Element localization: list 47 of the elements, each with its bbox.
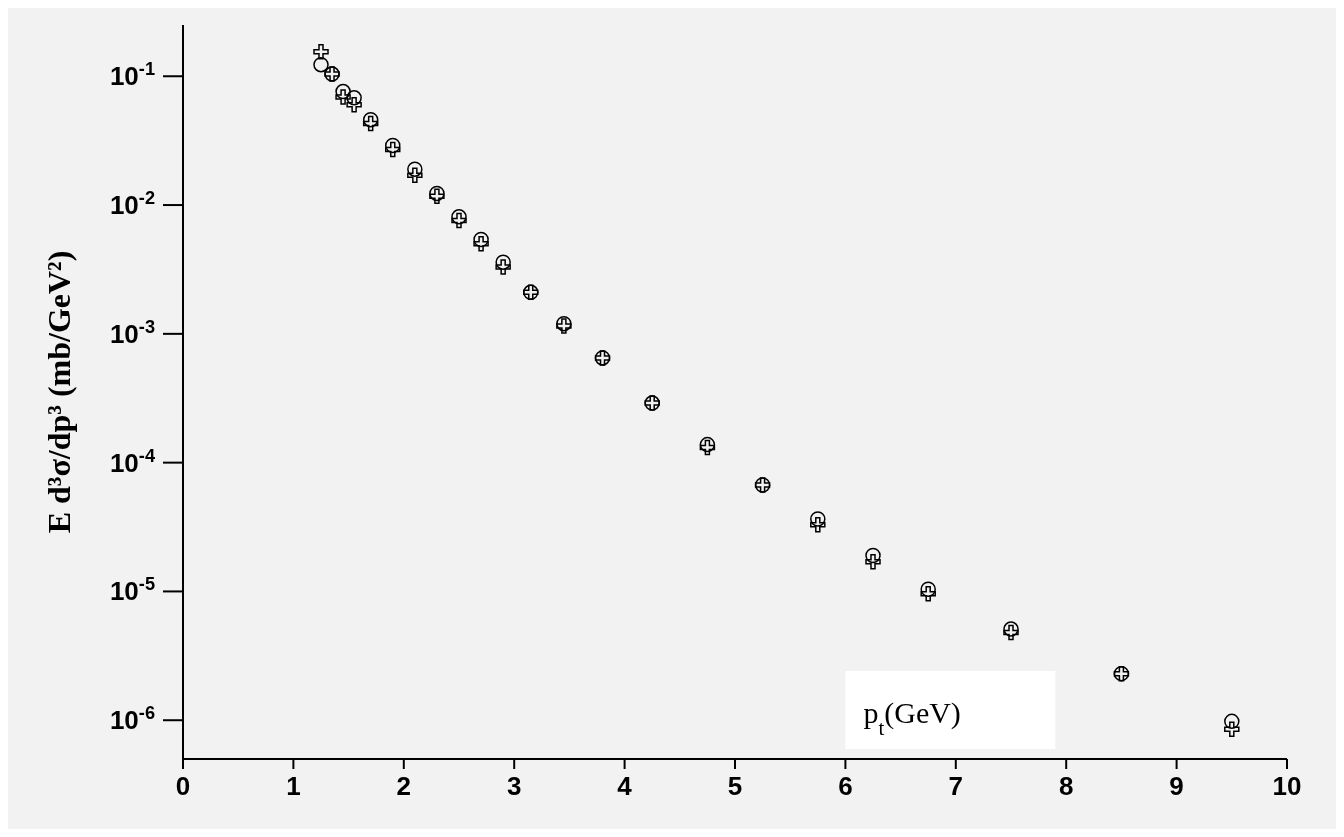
point: [335, 83, 351, 100]
point: [1224, 721, 1240, 738]
x-tick-label: 7: [948, 771, 964, 801]
x-tick-label: 8: [1058, 771, 1074, 801]
y-tick-label: 10$^{-6}$: [109, 703, 155, 736]
point: [920, 585, 936, 602]
point: [810, 516, 826, 533]
x-axis-title: p$_{t}$(GeV): [863, 696, 961, 740]
y-tick-label: 10$^{-1}$: [109, 59, 155, 92]
point: [865, 547, 881, 564]
point: [1003, 624, 1019, 641]
point: [865, 554, 881, 570]
x-tick-label: 4: [617, 771, 633, 801]
point: [495, 259, 511, 275]
point: [473, 236, 489, 252]
point: [346, 90, 362, 106]
x-tick-label: 2: [396, 771, 412, 801]
y-axis-title: E d³σ/dp³ (mb/GeV²): [41, 250, 77, 534]
x-tick-label: 0: [175, 771, 191, 801]
point: [362, 115, 379, 132]
point: [473, 231, 489, 248]
y-tick-label: 10$^{-3}$: [109, 316, 155, 349]
y-tick-label: 10$^{-5}$: [109, 574, 155, 607]
point: [385, 137, 401, 154]
point: [313, 43, 329, 60]
x-tick-label: 10: [1272, 771, 1302, 801]
point: [451, 209, 467, 225]
x-tick-label: 1: [286, 771, 301, 801]
point: [385, 141, 401, 158]
point: [1003, 621, 1019, 637]
point: [346, 97, 362, 113]
y-tick-label: 10$^{-2}$: [109, 188, 155, 221]
x-tick-label: 5: [727, 771, 743, 801]
point: [810, 511, 826, 527]
point: [313, 56, 329, 73]
y-tick-label: 10$^{-4}$: [109, 445, 156, 478]
point: [920, 581, 936, 597]
point: [1224, 713, 1240, 730]
point: [407, 167, 423, 184]
point: [362, 111, 379, 128]
point: [451, 212, 467, 229]
x-tick-label: 9: [1169, 771, 1184, 801]
x-tick-label: 6: [838, 771, 853, 801]
point: [407, 161, 423, 177]
x-tick-label: 3: [506, 771, 522, 801]
point: [495, 254, 511, 270]
point: [335, 89, 351, 105]
